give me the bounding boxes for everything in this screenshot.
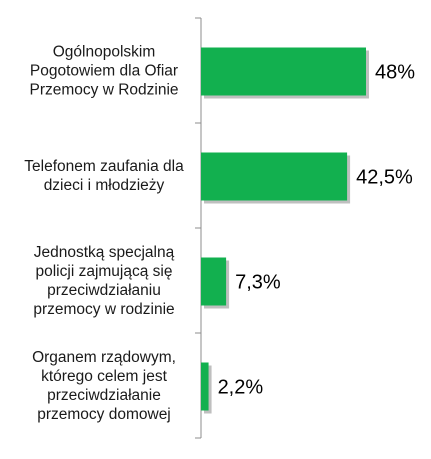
category-label: Jednostką specjalną policji zajmującą się… (33, 244, 174, 318)
bar (201, 362, 209, 411)
value-label: 7,3% (235, 272, 281, 294)
value-label: 42,5% (356, 167, 413, 189)
category-label: Telefonem zaufania dla dzieci i młodzieży (24, 158, 184, 194)
category-label-line: dzieci i młodzieży (44, 177, 165, 194)
category-label-line: policji zajmującą się (36, 263, 173, 280)
category-label: Ogólnopolskim Pogotowiem dla Ofiar Przemoc… (29, 44, 178, 99)
category-label-line: Jednostką specjalną (34, 244, 175, 261)
bar (201, 47, 366, 96)
category-label: Organem rządowym, którego celem jest przec… (32, 349, 176, 423)
category-axis-ticks (195, 17, 201, 439)
category-label-line: przeciwdziałaniu (47, 282, 161, 299)
category-label-line: Przemocy w Rodzinie (29, 82, 178, 99)
category-label-line: przemocy domowej (37, 406, 171, 423)
category-labels-group: Ogólnopolskim Pogotowiem dla Ofiar Przemoc… (24, 44, 184, 424)
value-label: 48% (375, 62, 415, 84)
category-label-line: Pogotowiem dla Ofiar (30, 63, 178, 80)
category-label-line: Organem rządowym, (32, 349, 176, 366)
category-label-line: przeciwdziałanie (47, 387, 161, 404)
value-labels-group: 48% 42,5% 7,3% 2,2% (218, 62, 416, 399)
value-label: 2,2% (218, 377, 264, 399)
category-label-line: przemocy w rodzinie (33, 301, 174, 318)
category-label-line: Ogólnopolskim (53, 44, 156, 61)
bars-group (201, 47, 369, 414)
bar (201, 152, 348, 201)
category-label-line: Telefonem zaufania dla (24, 158, 184, 175)
category-label-line: którego celem jest (41, 368, 167, 385)
bar (201, 257, 227, 306)
